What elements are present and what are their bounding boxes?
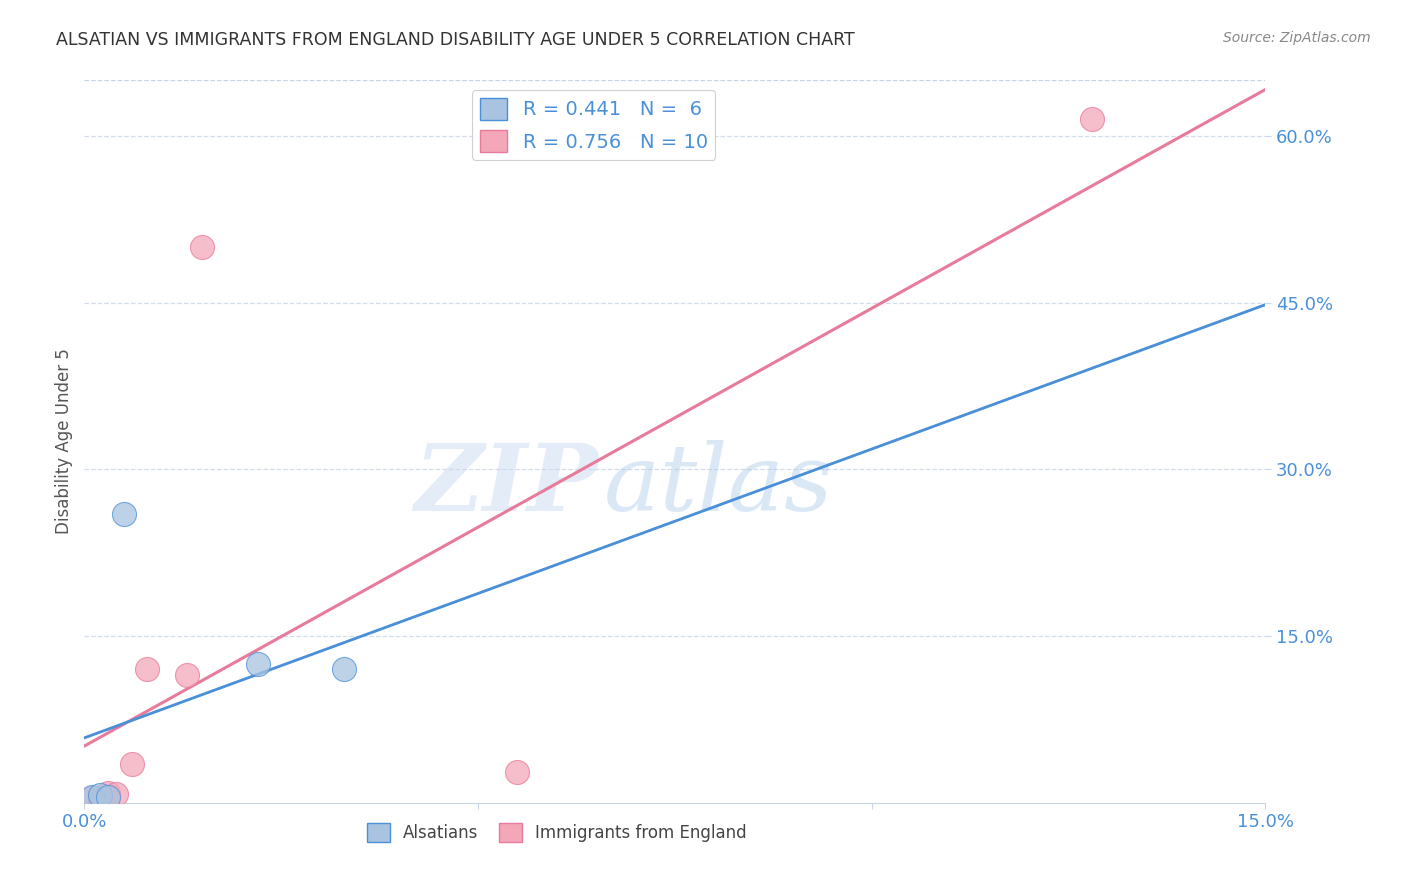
Point <box>136 662 159 676</box>
Y-axis label: Disability Age Under 5: Disability Age Under 5 <box>55 349 73 534</box>
Point <box>82 791 104 805</box>
Point <box>97 786 120 800</box>
Point <box>97 790 120 805</box>
Point <box>1081 112 1104 127</box>
Point <box>112 507 135 521</box>
Point <box>191 240 214 254</box>
Point <box>506 764 529 779</box>
Point <box>89 788 111 802</box>
Point <box>121 756 143 771</box>
Text: ALSATIAN VS IMMIGRANTS FROM ENGLAND DISABILITY AGE UNDER 5 CORRELATION CHART: ALSATIAN VS IMMIGRANTS FROM ENGLAND DISA… <box>56 31 855 49</box>
Point <box>89 794 111 808</box>
Point <box>104 787 127 801</box>
Text: Source: ZipAtlas.com: Source: ZipAtlas.com <box>1223 31 1371 45</box>
Text: atlas: atlas <box>605 440 834 530</box>
Text: ZIP: ZIP <box>413 440 598 530</box>
Point <box>246 657 269 671</box>
Point <box>333 662 356 676</box>
Point <box>176 668 198 682</box>
Legend: Alsatians, Immigrants from England: Alsatians, Immigrants from England <box>360 816 754 848</box>
Point <box>82 790 104 805</box>
